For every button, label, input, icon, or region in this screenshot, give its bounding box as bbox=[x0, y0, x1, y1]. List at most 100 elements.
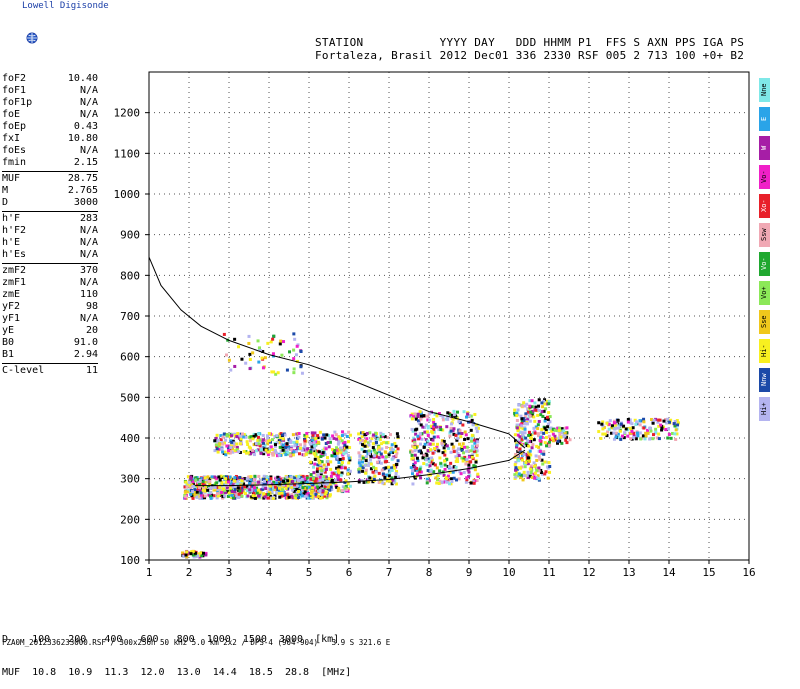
echo-pixel bbox=[636, 434, 640, 438]
echo-pixel bbox=[374, 470, 378, 474]
echo-pixel bbox=[271, 496, 275, 500]
echo-pixel bbox=[248, 352, 252, 356]
echo-pixel bbox=[675, 419, 679, 423]
echo-pixel bbox=[290, 493, 294, 497]
echo-pixel bbox=[632, 431, 636, 435]
echo-pixel bbox=[281, 437, 285, 441]
echo-pixel bbox=[309, 477, 313, 481]
echo-pixel bbox=[216, 439, 220, 443]
echo-pixel bbox=[607, 427, 611, 431]
echo-pixel bbox=[411, 472, 415, 476]
param-name: fmin bbox=[2, 157, 27, 168]
echo-pixel bbox=[449, 426, 453, 430]
x-tick-label: 10 bbox=[502, 566, 515, 579]
echo-pixel bbox=[416, 434, 420, 438]
echo-pixel bbox=[394, 444, 398, 448]
echo-pixel bbox=[222, 332, 226, 336]
echo-pixel bbox=[236, 432, 240, 436]
echo-pixel bbox=[303, 433, 307, 437]
echo-pixel bbox=[383, 435, 387, 439]
echo-pixel bbox=[265, 493, 269, 497]
echo-pixel bbox=[284, 493, 288, 497]
echo-pixel bbox=[254, 433, 258, 437]
echo-pixel bbox=[187, 484, 191, 488]
echo-pixel bbox=[243, 492, 247, 496]
echo-pixel bbox=[312, 471, 316, 475]
echo-pixel bbox=[280, 488, 284, 492]
echo-pixel bbox=[357, 480, 361, 484]
echo-pixel bbox=[543, 402, 547, 406]
echo-pixel bbox=[239, 481, 243, 485]
echo-pixel bbox=[271, 438, 275, 442]
echo-pixel bbox=[200, 496, 204, 500]
echo-pixel bbox=[536, 474, 540, 478]
echo-pixel bbox=[249, 485, 253, 489]
echo-pixel bbox=[216, 450, 220, 454]
echo-pixel bbox=[520, 417, 524, 421]
echo-pixel bbox=[527, 456, 531, 460]
echo-pixel bbox=[192, 555, 196, 559]
echo-pixel bbox=[275, 441, 279, 445]
echo-pixel bbox=[276, 475, 280, 479]
echo-pixel bbox=[208, 477, 212, 481]
echo-pixel bbox=[266, 341, 270, 345]
echo-pixel bbox=[369, 467, 373, 471]
echo-pixel bbox=[550, 429, 554, 433]
echo-pixel bbox=[613, 427, 617, 431]
echo-pixel bbox=[424, 438, 428, 442]
echo-pixel bbox=[430, 458, 434, 462]
param-value: N/A bbox=[79, 225, 98, 236]
echo-pixel bbox=[472, 464, 476, 468]
param-name: fxI bbox=[2, 133, 21, 144]
y-tick-label: 600 bbox=[120, 351, 140, 364]
echo-pixel bbox=[469, 449, 473, 453]
echo-pixel bbox=[626, 417, 630, 421]
echo-pixel bbox=[524, 436, 528, 440]
echo-pixel bbox=[285, 475, 289, 479]
echo-pixel bbox=[283, 451, 287, 455]
echo-pixel bbox=[233, 444, 237, 448]
echo-pixel bbox=[390, 476, 394, 480]
echo-pixel bbox=[378, 448, 382, 452]
echo-pixel bbox=[262, 492, 266, 496]
echo-pixel bbox=[214, 436, 218, 440]
echo-pixel bbox=[327, 434, 331, 438]
echo-pixel bbox=[272, 451, 276, 455]
echo-pixel bbox=[281, 448, 285, 452]
echo-pixel bbox=[269, 487, 273, 491]
echo-pixel bbox=[316, 455, 320, 459]
echo-pixel bbox=[600, 422, 604, 426]
echo-pixel bbox=[514, 475, 518, 479]
echo-pixel bbox=[259, 451, 263, 455]
echo-pixel bbox=[198, 486, 202, 490]
echo-pixel bbox=[258, 438, 262, 442]
echo-pixel bbox=[392, 464, 396, 468]
echo-pixel bbox=[438, 456, 442, 460]
echo-pixel bbox=[222, 432, 226, 436]
echo-pixel bbox=[209, 495, 213, 499]
echo-pixel bbox=[241, 477, 245, 481]
echo-pixel bbox=[451, 447, 455, 451]
echo-pixel bbox=[245, 440, 249, 444]
echo-pixel bbox=[375, 460, 379, 464]
echo-pixel bbox=[514, 468, 518, 472]
echo-pixel bbox=[320, 487, 324, 491]
echo-pixel bbox=[279, 339, 283, 343]
echo-pixel bbox=[672, 422, 676, 426]
echo-pixel bbox=[330, 488, 334, 492]
echo-pixel bbox=[413, 461, 417, 465]
echo-pixel bbox=[297, 435, 301, 439]
param-row: fmin 2.15 bbox=[2, 157, 98, 169]
echo-pixel bbox=[389, 466, 393, 470]
echo-pixel bbox=[612, 437, 616, 441]
echo-pixel bbox=[394, 475, 398, 479]
echo-pixel bbox=[460, 446, 464, 450]
echo-pixel bbox=[521, 404, 525, 408]
echo-pixel bbox=[248, 439, 252, 443]
echo-pixel bbox=[532, 426, 536, 430]
echo-pixel bbox=[313, 449, 317, 453]
echo-pixel bbox=[254, 449, 258, 453]
echo-pixel bbox=[396, 475, 400, 479]
echo-pixel bbox=[413, 441, 417, 445]
y-tick-label: 400 bbox=[120, 432, 140, 445]
